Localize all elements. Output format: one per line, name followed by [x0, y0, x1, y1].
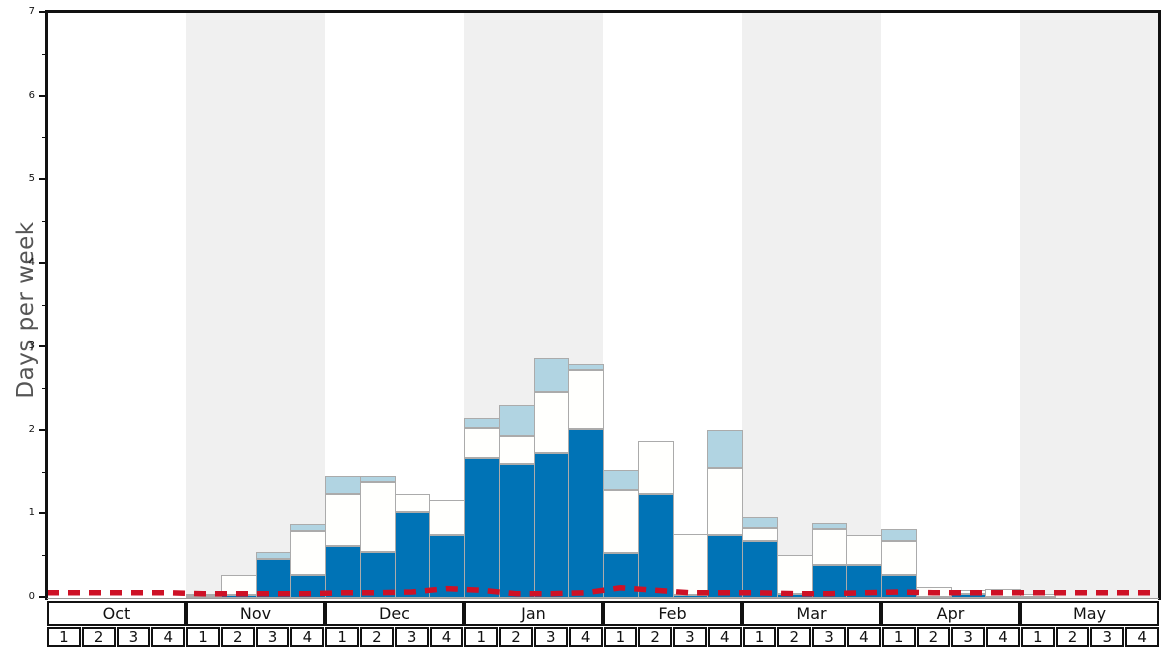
right-spine	[1158, 10, 1161, 600]
dark-blue-segment	[464, 458, 500, 598]
week-number-cell: 2	[81, 627, 116, 647]
week-number-cell: 1	[47, 627, 81, 647]
month-label-apr: Apr	[881, 601, 1020, 626]
y-tick-label: 2	[28, 423, 35, 435]
white-segment	[881, 541, 917, 576]
light-blue-segment	[811, 522, 848, 530]
dark-blue-segment	[533, 452, 570, 598]
week-number-cell: 1	[464, 627, 499, 647]
week-number-cell: 1	[881, 627, 916, 647]
week-number-cell: 1	[1020, 627, 1055, 647]
week-number-cell: 4	[846, 627, 881, 647]
plot-area	[45, 10, 1161, 600]
week-number-cell: 2	[220, 627, 255, 647]
y-tick-label: 5	[28, 173, 35, 185]
shaded-band-mar	[742, 12, 881, 598]
white-segment	[637, 440, 674, 495]
light-blue-segment	[359, 476, 396, 482]
y-minor-tick	[42, 304, 47, 306]
shaded-band-may	[1020, 12, 1159, 598]
light-blue-segment	[568, 364, 604, 370]
y-major-tick	[39, 596, 47, 598]
week-number-cell: 3	[533, 627, 568, 647]
y-minor-tick	[42, 137, 47, 139]
week-number-cell: 3	[394, 627, 429, 647]
week-number-cell: 1	[186, 627, 220, 647]
light-blue-segment	[742, 516, 778, 528]
y-minor-tick	[42, 471, 47, 473]
y-minor-tick	[42, 53, 47, 55]
week-number-cell: 1	[325, 627, 360, 647]
week-number-cell: 4	[986, 627, 1020, 647]
y-tick-label: 0	[28, 591, 35, 602]
light-blue-segment	[881, 528, 917, 542]
y-tick-label: 3	[28, 340, 35, 352]
y-tick-label: 7	[28, 6, 35, 17]
week-number-cell: 1	[603, 627, 638, 647]
y-minor-tick	[42, 555, 47, 557]
week-number-cell: 4	[429, 627, 464, 647]
y-minor-tick	[42, 388, 47, 390]
y-major-tick	[39, 428, 47, 431]
red-dashed-line	[47, 585, 1159, 597]
y-major-tick	[39, 261, 47, 264]
month-label-nov: Nov	[186, 601, 325, 626]
baseline	[47, 598, 1159, 599]
week-number-cell: 4	[151, 627, 186, 647]
y-major-tick	[39, 94, 47, 97]
week-number-cell: 4	[1125, 627, 1159, 647]
white-segment	[603, 490, 639, 553]
white-segment	[568, 369, 604, 430]
week-number-cell: 2	[360, 627, 394, 647]
shaded-band-nov	[186, 12, 325, 598]
month-label-feb: Feb	[603, 601, 742, 626]
y-tick-label: 6	[28, 89, 35, 101]
month-label-row: Oct Nov Dec Jan Feb Mar Apr May	[47, 601, 1159, 626]
week-number-cell: 3	[951, 627, 986, 647]
week-number-cell: 4	[290, 627, 325, 647]
y-major-tick	[39, 512, 47, 515]
y-axis-title: Days per week	[13, 221, 39, 399]
dark-blue-segment	[568, 429, 604, 598]
white-segment	[498, 435, 535, 465]
week-number-cell: 2	[916, 627, 951, 647]
top-spine	[45, 10, 1161, 13]
y-major-tick	[39, 11, 47, 13]
white-segment	[707, 468, 743, 536]
week-number-cell: 2	[1055, 627, 1090, 647]
month-label-mar: Mar	[742, 601, 881, 626]
month-label-dec: Dec	[325, 601, 464, 626]
week-number-cell: 1	[742, 627, 777, 647]
week-number-cell: 3	[116, 627, 151, 647]
white-segment	[846, 535, 882, 565]
y-major-tick	[39, 178, 47, 181]
y-minor-tick	[42, 220, 47, 222]
week-number-cell: 2	[638, 627, 673, 647]
week-number-cell: 2	[499, 627, 533, 647]
dark-blue-segment	[742, 541, 778, 598]
y-tick-label: 4	[28, 256, 35, 268]
y-tick-label: 1	[28, 507, 35, 519]
month-label-oct: Oct	[47, 601, 186, 626]
white-segment	[672, 533, 709, 595]
y-major-tick	[39, 345, 47, 348]
white-segment	[359, 481, 396, 553]
week-number-cell: 4	[707, 627, 742, 647]
white-segment	[464, 428, 500, 459]
month-label-may: May	[1020, 601, 1159, 626]
week-number-cell: 4	[568, 627, 603, 647]
dark-blue-segment	[498, 464, 535, 598]
month-label-jan: Jan	[464, 601, 603, 626]
week-number-cell: 3	[673, 627, 707, 647]
white-segment	[742, 527, 778, 542]
week-number-cell: 2	[777, 627, 812, 647]
week-number-cell: 3	[1090, 627, 1125, 647]
dark-blue-segment	[325, 546, 361, 598]
red-dashed-line-path	[47, 585, 1159, 597]
week-number-cell: 3	[812, 627, 846, 647]
light-blue-segment	[707, 430, 743, 469]
week-number-cell: 3	[255, 627, 290, 647]
